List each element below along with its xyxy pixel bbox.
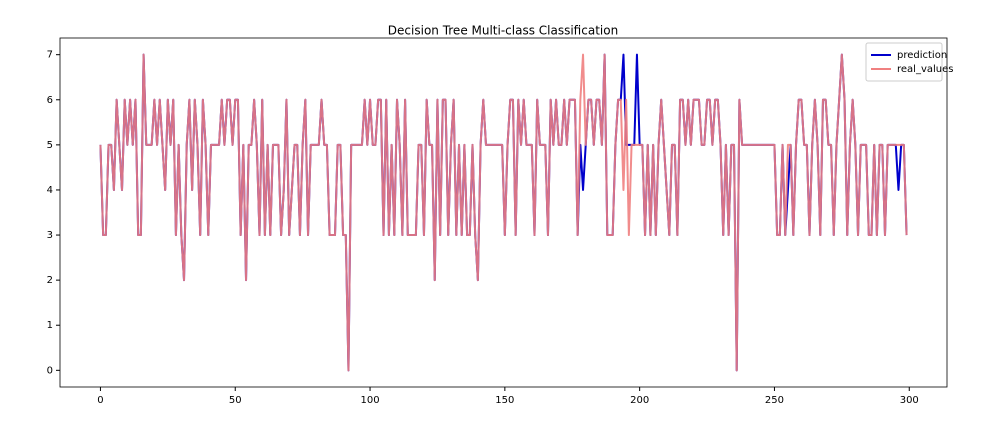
x-tick-label: 250 bbox=[765, 395, 784, 406]
plot-frame bbox=[59, 37, 948, 388]
y-tick-label: 3 bbox=[47, 230, 53, 241]
y-tick-label: 1 bbox=[47, 320, 53, 331]
chart-title: Decision Tree Multi-class Classification bbox=[388, 24, 618, 38]
y-tick-label: 0 bbox=[47, 365, 53, 376]
legend-box bbox=[865, 42, 943, 82]
y-tick-label: 4 bbox=[47, 185, 53, 196]
x-tick-label: 0 bbox=[97, 395, 103, 406]
y-tick-label: 6 bbox=[47, 95, 53, 106]
legend: prediction real_values bbox=[865, 42, 953, 82]
y-tick-label: 7 bbox=[47, 50, 53, 61]
x-tick-label: 200 bbox=[630, 395, 649, 406]
x-tick-label: 50 bbox=[229, 395, 242, 406]
legend-label: real_values bbox=[897, 64, 953, 75]
series-line bbox=[99, 53, 908, 372]
y-tick-label: 5 bbox=[47, 140, 53, 151]
x-tick-label: 300 bbox=[900, 395, 919, 406]
x-tick-label: 100 bbox=[360, 395, 379, 406]
legend-label: prediction bbox=[897, 50, 947, 61]
x-tick-label: 150 bbox=[495, 395, 514, 406]
y-tick-label: 2 bbox=[47, 275, 53, 286]
